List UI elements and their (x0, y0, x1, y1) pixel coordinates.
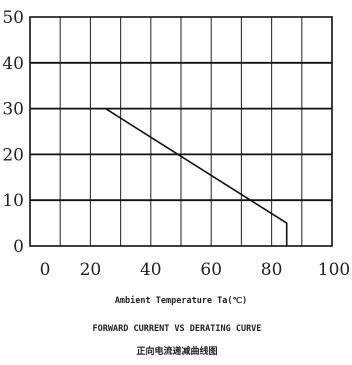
y-tick-label: 50 (2, 8, 24, 28)
y-tick-label: 20 (2, 145, 24, 165)
x-tick-label: 20 (80, 260, 102, 280)
series-line (105, 107, 288, 246)
x-tick-label: 100 (318, 260, 350, 280)
x-axis-ticks: 0 20 40 60 80 100 (40, 260, 351, 280)
x-tick-label: 80 (261, 260, 283, 280)
y-tick-label: 40 (2, 54, 24, 74)
x-tick-label: 40 (140, 260, 162, 280)
y-axis-ticks: 0 10 20 30 40 50 (2, 8, 24, 257)
y-tick-label: 10 (2, 191, 24, 211)
series-layer (105, 107, 288, 246)
plot-frame (29, 16, 333, 247)
y-tick-label: 30 (2, 100, 24, 120)
x-tick-label: 0 (40, 260, 51, 280)
grid (30, 17, 332, 246)
x-tick-label: 60 (200, 260, 222, 280)
chart-subtitle: 正向电流递减曲线图 (136, 345, 217, 357)
y-tick-label: 0 (13, 237, 24, 257)
x-axis-label: Ambient Temperature Ta(℃) (115, 295, 247, 306)
chart-title: FORWARD CURRENT VS DERATING CURVE (93, 324, 262, 334)
